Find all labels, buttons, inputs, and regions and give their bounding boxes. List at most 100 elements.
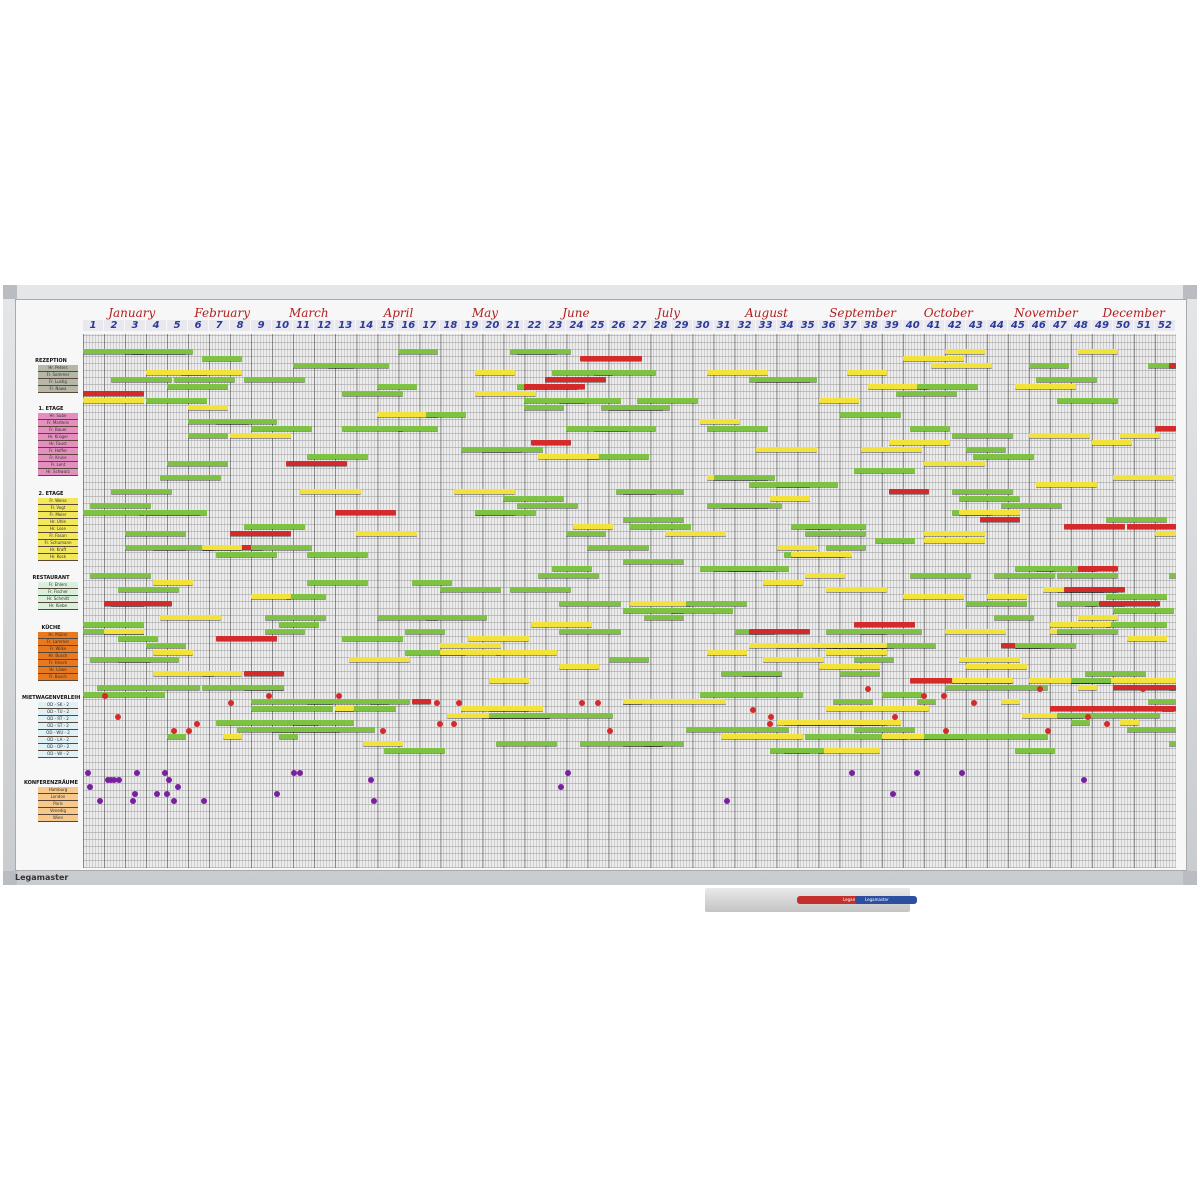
booking-bar[interactable]: [293, 363, 355, 368]
booking-bar[interactable]: [762, 657, 824, 662]
booking-bar[interactable]: [769, 496, 810, 501]
booking-bar[interactable]: [160, 615, 222, 620]
booking-bar[interactable]: [461, 706, 544, 711]
booking-bar[interactable]: [216, 720, 320, 725]
booking-bar[interactable]: [412, 580, 453, 585]
row-label[interactable]: Fr. Weiss: [38, 498, 78, 505]
red-magnet[interactable]: [970, 700, 977, 706]
booking-bar[interactable]: [720, 734, 803, 739]
booking-bar[interactable]: [1119, 433, 1161, 438]
booking-bar[interactable]: [706, 503, 768, 508]
booking-bar[interactable]: [713, 475, 775, 480]
booking-bar[interactable]: [1105, 622, 1168, 627]
booking-bar[interactable]: [475, 510, 516, 515]
red-magnet[interactable]: [227, 700, 234, 706]
booking-bar[interactable]: [405, 629, 446, 634]
booking-bar[interactable]: [874, 538, 915, 543]
booking-bar[interactable]: [167, 734, 187, 739]
booking-bar[interactable]: [1169, 363, 1176, 368]
booking-bar[interactable]: [230, 433, 292, 438]
booking-bar[interactable]: [622, 699, 726, 704]
row-label[interactable]: OD - ST - 2: [38, 723, 78, 730]
booking-bar[interactable]: [622, 699, 642, 704]
row-label[interactable]: Fr. Sommer: [38, 372, 78, 379]
booking-bar[interactable]: [356, 531, 418, 536]
purple-magnet[interactable]: [108, 777, 115, 783]
booking-bar[interactable]: [559, 398, 621, 403]
purple-magnet[interactable]: [958, 770, 965, 776]
booking-bar[interactable]: [181, 370, 243, 375]
booking-bar[interactable]: [755, 447, 817, 452]
booking-bar[interactable]: [111, 377, 173, 382]
row-label[interactable]: Venedig: [38, 808, 78, 815]
booking-bar[interactable]: [881, 692, 922, 697]
booking-bar[interactable]: [916, 699, 936, 704]
row-label[interactable]: Fr. Martens: [38, 420, 78, 427]
booking-bar[interactable]: [566, 531, 607, 536]
booking-bar[interactable]: [559, 664, 600, 669]
booking-bar[interactable]: [300, 489, 362, 494]
purple-magnet[interactable]: [724, 798, 731, 804]
booking-bar[interactable]: [783, 748, 824, 753]
row-label[interactable]: Fr. Nawa: [38, 386, 78, 393]
purple-magnet[interactable]: [565, 770, 572, 776]
booking-bar[interactable]: [559, 601, 621, 606]
row-label[interactable]: OD - LA - 2: [38, 737, 78, 744]
row-label[interactable]: Fr. Kruse: [38, 455, 78, 462]
red-magnet[interactable]: [942, 728, 949, 734]
booking-bar[interactable]: [1077, 349, 1118, 354]
booking-bar[interactable]: [104, 629, 145, 634]
booking-bar[interactable]: [167, 461, 229, 466]
booking-bar[interactable]: [230, 531, 292, 536]
booking-bar[interactable]: [1162, 706, 1176, 711]
booking-bar[interactable]: [790, 524, 831, 529]
booking-bar[interactable]: [335, 706, 397, 711]
row-label[interactable]: Hr. Lose: [38, 526, 78, 533]
row-label[interactable]: Fr. Vogt: [38, 505, 78, 512]
booking-bar[interactable]: [1077, 566, 1118, 571]
booking-bar[interactable]: [503, 496, 565, 501]
booking-bar[interactable]: [440, 643, 502, 648]
booking-bar[interactable]: [111, 489, 173, 494]
booking-bar[interactable]: [153, 650, 194, 655]
booking-bar[interactable]: [251, 706, 334, 711]
booking-bar[interactable]: [244, 671, 285, 676]
booking-bar[interactable]: [643, 615, 684, 620]
booking-bar[interactable]: [307, 580, 369, 585]
booking-bar[interactable]: [188, 405, 229, 410]
booking-bar[interactable]: [517, 349, 558, 354]
purple-magnet[interactable]: [371, 798, 377, 804]
row-label[interactable]: Fr. Lammer: [38, 639, 78, 646]
row-label[interactable]: Hr. Müller: [38, 632, 78, 639]
row-label[interactable]: Fr. Lustig: [38, 379, 78, 386]
booking-bar[interactable]: [979, 517, 1020, 522]
booking-bar[interactable]: [286, 461, 348, 466]
booking-bar[interactable]: [853, 622, 915, 627]
booking-bar[interactable]: [83, 622, 145, 627]
booking-bar[interactable]: [489, 713, 551, 718]
booking-bar[interactable]: [1077, 615, 1118, 620]
booking-bar[interactable]: [1000, 699, 1020, 704]
booking-bar[interactable]: [1112, 608, 1175, 613]
booking-bar[interactable]: [279, 734, 299, 739]
booking-bar[interactable]: [748, 629, 810, 634]
red-magnet[interactable]: [1103, 721, 1110, 727]
booking-bar[interactable]: [580, 741, 663, 746]
booking-bar[interactable]: [118, 587, 180, 592]
booking-bar[interactable]: [958, 657, 1020, 662]
red-magnet[interactable]: [1140, 686, 1147, 692]
red-magnet[interactable]: [750, 707, 757, 713]
booking-bar[interactable]: [384, 748, 446, 753]
booking-bar[interactable]: [223, 734, 243, 739]
booking-bar[interactable]: [993, 615, 1034, 620]
booking-bar[interactable]: [958, 510, 1020, 515]
booking-bar[interactable]: [839, 412, 901, 417]
booking-bar[interactable]: [244, 524, 306, 529]
booking-bar[interactable]: [1169, 741, 1176, 746]
red-magnet[interactable]: [766, 721, 773, 727]
booking-bar[interactable]: [377, 615, 439, 620]
purple-magnet[interactable]: [104, 777, 111, 783]
booking-bar[interactable]: [888, 489, 929, 494]
row-label[interactable]: Paris: [38, 801, 78, 808]
booking-bar[interactable]: [524, 384, 586, 389]
